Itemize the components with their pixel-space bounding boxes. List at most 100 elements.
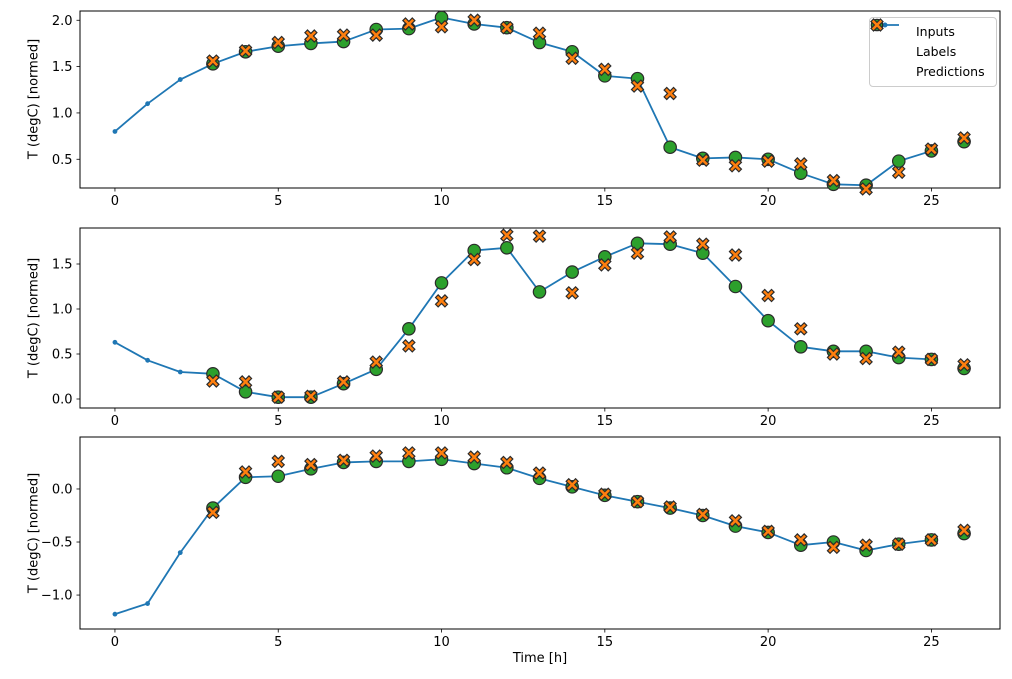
- input-point: [177, 369, 183, 375]
- prediction-marker: [826, 347, 841, 361]
- prediction-marker: [891, 537, 906, 551]
- label-marker: [663, 140, 677, 155]
- legend-item-label: Inputs: [916, 24, 955, 39]
- x-tick-label: 20: [760, 414, 777, 429]
- y-tick-label: 1.0: [52, 106, 73, 121]
- prediction-marker: [369, 449, 384, 463]
- x-tick-label: 10: [433, 414, 450, 429]
- prediction-marker: [271, 454, 286, 469]
- prediction-marker: [238, 43, 253, 58]
- prediction-marker: [304, 457, 318, 472]
- inputs-line: [112, 240, 934, 400]
- prediction-marker: [761, 524, 775, 539]
- prediction-marker: [467, 13, 482, 28]
- prediction-marker: [924, 142, 939, 156]
- prediction-marker: [924, 533, 939, 547]
- x-tick-label: 10: [433, 635, 450, 650]
- prediction-marker: [369, 355, 384, 369]
- legend-item-label: Predictions: [916, 64, 985, 79]
- y-tick-label: 0.0: [52, 482, 73, 497]
- label-marker: [630, 236, 645, 251]
- prediction-marker: [826, 540, 841, 555]
- x-tick-label: 5: [274, 635, 282, 650]
- x-tick-label: 5: [274, 194, 282, 209]
- x-tick-label: 15: [597, 414, 614, 429]
- input-point: [112, 611, 118, 617]
- input-point: [112, 339, 118, 345]
- prediction-marker: [957, 523, 971, 538]
- inputs-line: [112, 15, 934, 188]
- input-point: [112, 129, 118, 134]
- prediction-marker: [565, 51, 580, 66]
- prediction-marker: [336, 375, 351, 389]
- y-tick-label: 2.0: [52, 14, 73, 29]
- prediction-marker: [532, 26, 547, 41]
- prediction-marker: [826, 173, 841, 188]
- prediction-marker: [597, 258, 612, 272]
- label-marker: [565, 265, 579, 279]
- prediction-marker: [434, 294, 449, 308]
- subplot-2: 0 5 10 15 20 25 −1.0 −0.5 0.0: [41, 436, 1001, 650]
- prediction-marker: [891, 165, 906, 180]
- inputs-polyline: [114, 458, 932, 616]
- input-point: [145, 101, 151, 107]
- legend-item-inputs: Inputs: [871, 22, 989, 40]
- prediction-marker: [859, 351, 873, 366]
- prediction-marker: [271, 35, 286, 50]
- prediction-marker: [859, 538, 873, 553]
- x-tick-label: 15: [597, 194, 614, 209]
- prediction-marker: [695, 153, 710, 168]
- prediction-marker: [957, 357, 971, 372]
- y-tick-label: 0.5: [52, 153, 73, 168]
- ticks: 0 5 10 15 20 25 0.5 1.0 1.5 2.0: [52, 14, 940, 209]
- x-tick-label: 5: [274, 414, 282, 429]
- prediction-marker: [597, 487, 612, 502]
- predictions-markers: [206, 446, 971, 555]
- label-marker: [271, 469, 286, 484]
- input-point: [177, 77, 183, 82]
- axes-spines: [79, 436, 1001, 630]
- predictions-markers: [206, 13, 971, 196]
- prediction-marker: [891, 345, 906, 360]
- axes-spines: [79, 10, 1001, 189]
- prediction-marker: [434, 19, 449, 34]
- y-tick-label: 1.5: [52, 60, 73, 75]
- prediction-marker: [630, 79, 645, 93]
- input-point: [177, 550, 183, 556]
- y-tick-label: −1.0: [41, 589, 73, 604]
- prediction-marker: [695, 237, 710, 252]
- prediction-marker: [761, 154, 775, 168]
- label-marker: [532, 285, 547, 299]
- x-tick-label: 25: [923, 635, 940, 650]
- label-marker: [238, 384, 253, 399]
- prediction-marker: [532, 229, 547, 243]
- x-axis-label: Time [h]: [512, 651, 568, 666]
- legend-item-label: Labels: [916, 44, 957, 59]
- y-tick-label: 1.5: [52, 258, 73, 273]
- x-tick-label: 25: [923, 194, 940, 209]
- prediction-marker: [859, 182, 873, 196]
- prediction-marker: [761, 288, 775, 303]
- prediction-marker: [663, 86, 677, 101]
- prediction-marker: [500, 455, 514, 470]
- y-tick-label: 0.5: [52, 348, 73, 363]
- labels-markers: [206, 452, 971, 558]
- prediction-marker: [434, 446, 449, 460]
- prediction-marker: [304, 389, 318, 404]
- prediction-marker: [402, 446, 416, 460]
- predictions-markers: [206, 228, 971, 405]
- prediction-marker: [630, 246, 645, 261]
- prediction-marker: [565, 285, 580, 300]
- label-marker: [402, 321, 416, 336]
- y-axis-label-middle: T (degC) [normed]: [26, 257, 42, 379]
- prediction-marker: [500, 20, 514, 35]
- prediction-marker: [630, 494, 645, 509]
- ticks: 0 5 10 15 20 25 −1.0 −0.5 0.0: [41, 482, 940, 650]
- label-marker: [761, 313, 775, 328]
- x-tick-label: 20: [760, 194, 777, 209]
- y-axis-label-top: T (degC) [normed]: [26, 38, 42, 160]
- prediction-marker: [793, 157, 808, 171]
- prediction-marker: [206, 505, 220, 520]
